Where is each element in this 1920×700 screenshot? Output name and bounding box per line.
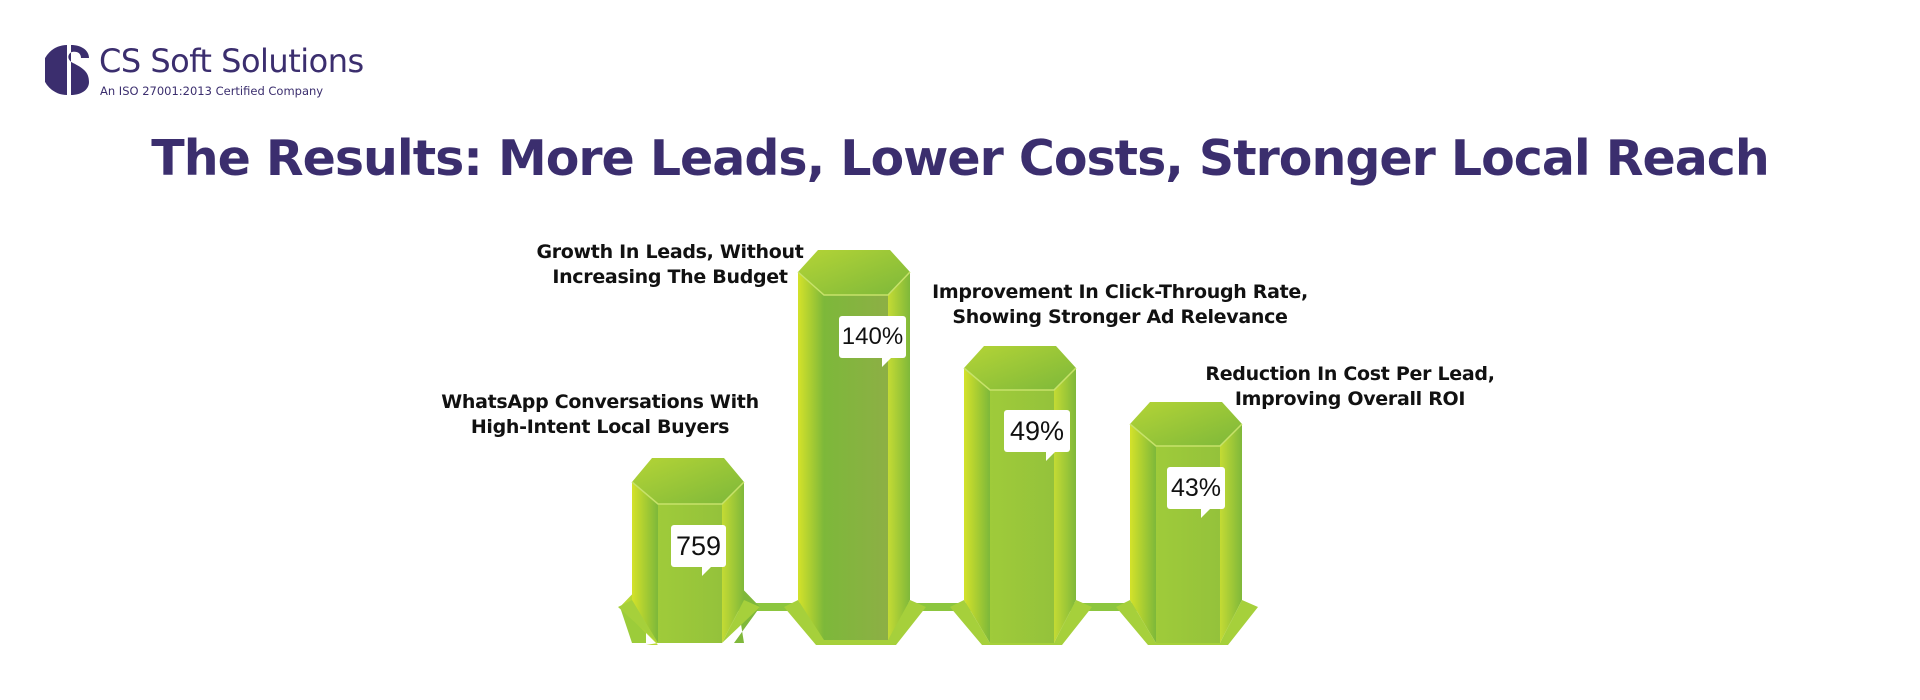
value-bubble-3: 49%: [1004, 410, 1070, 461]
bar-3: [950, 346, 1092, 645]
brand-tagline: An ISO 27001:2013 Certified Company: [100, 84, 324, 98]
bar-label-1: WhatsApp Conversations With High-Intent …: [441, 391, 759, 438]
bar-label-2: Growth In Leads, Without Increasing The …: [536, 241, 804, 288]
brand-logo: CS Soft Solutions An ISO 27001:2013 Cert…: [45, 42, 365, 102]
bar-4: [1116, 402, 1258, 645]
cs-logo-icon: [45, 45, 89, 95]
brand-name: CS Soft Solutions: [99, 42, 364, 80]
value-bubble-1: 759: [671, 525, 726, 576]
page-title: The Results: More Leads, Lower Costs, St…: [151, 130, 1769, 187]
bar-label-4: Reduction In Cost Per Lead, Improving Ov…: [1205, 363, 1495, 410]
bar-label-3: Improvement In Click-Through Rate, Showi…: [932, 281, 1308, 328]
connector-bar: [700, 603, 1170, 611]
value-bubble-4: 43%: [1167, 467, 1225, 518]
value-bubble-2: 140%: [839, 316, 906, 367]
bar-2: [784, 250, 926, 645]
